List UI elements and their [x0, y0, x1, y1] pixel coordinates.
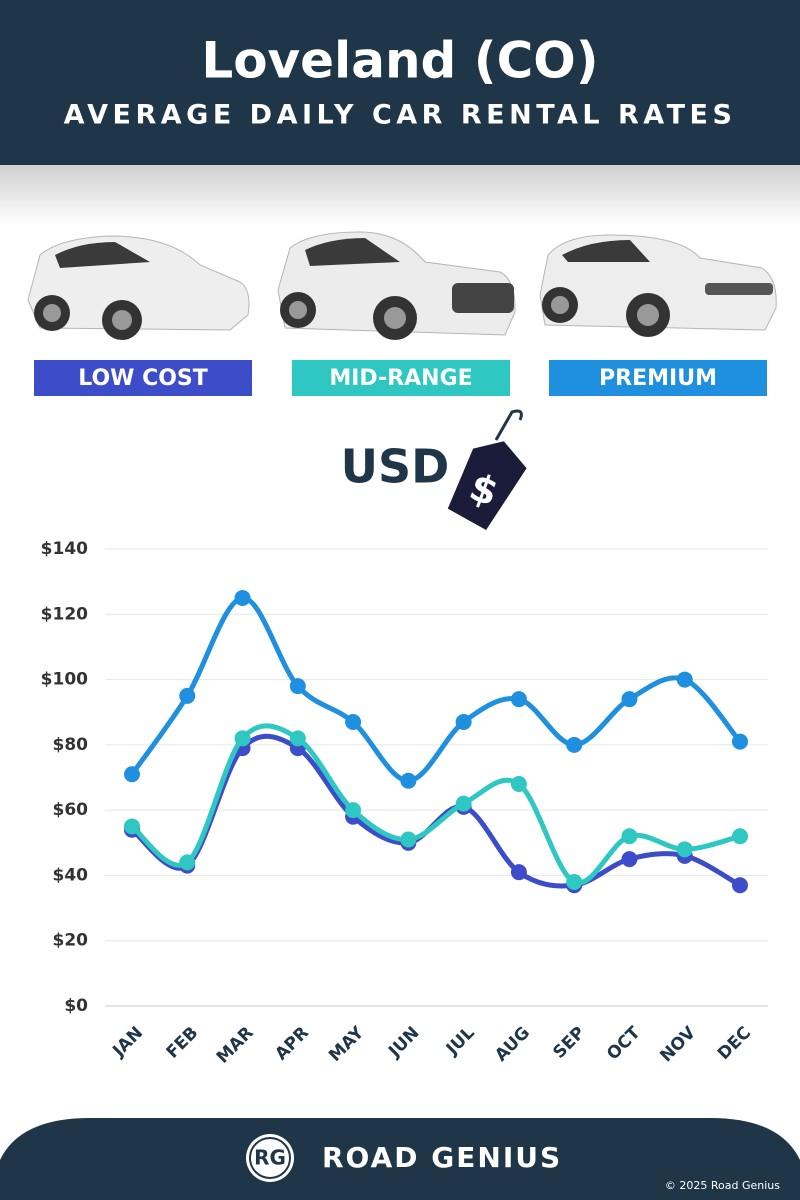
data-point [455, 714, 472, 731]
data-point [510, 776, 527, 793]
logo-ring [249, 1137, 291, 1179]
x-tick-label: MAY [325, 1022, 368, 1065]
data-point [179, 687, 196, 704]
y-tick-label: $0 [64, 996, 88, 1016]
series-line [129, 595, 742, 784]
x-tick-label: DEC [714, 1023, 755, 1064]
car-low [27, 235, 250, 340]
data-point [179, 854, 196, 871]
legend-label: PREMIUM [599, 366, 717, 391]
x-tick-label: SEP [549, 1023, 589, 1063]
y-tick-label: $40 [53, 865, 89, 885]
y-tick-label: $60 [53, 800, 89, 820]
data-point [345, 802, 362, 819]
y-tick-label: $100 [41, 670, 88, 690]
data-point [289, 730, 306, 747]
y-tick-label: $140 [41, 539, 88, 559]
brand-name: ROAD GENIUS [322, 1141, 562, 1174]
logo-badge [246, 1134, 294, 1182]
data-point [510, 864, 527, 881]
data-point [566, 873, 583, 890]
legend-label: MID-RANGE [329, 366, 472, 391]
logo-text: RG [254, 1146, 286, 1170]
data-point [621, 851, 638, 868]
x-tick-label: JAN [108, 1023, 147, 1062]
data-point [400, 831, 417, 848]
x-tick-label: NOV [656, 1022, 700, 1066]
subtitle: AVERAGE DAILY CAR RENTAL RATES [64, 100, 737, 131]
data-point [566, 736, 583, 753]
legend-swatch [549, 360, 767, 396]
car-premium [539, 234, 777, 337]
legend-swatch [34, 360, 252, 396]
data-point [234, 589, 251, 606]
y-tick-label: $120 [41, 604, 88, 624]
price-tag: $ [447, 409, 527, 531]
data-point [732, 733, 748, 750]
x-tick-label: JUL [442, 1023, 479, 1060]
y-tick-label: $80 [53, 735, 89, 755]
plot: LOW COST MID-RANGE PREMIUM $0 $20 $40 $60 $80 $1… [34, 360, 768, 1068]
x-tick-label: APR [271, 1023, 313, 1065]
x-tick-label: OCT [603, 1023, 645, 1065]
data-point [234, 730, 251, 747]
data-point [621, 691, 638, 708]
legend-label: LOW COST [78, 366, 208, 391]
data-point [400, 772, 417, 789]
x-tick-label: AUG [491, 1023, 534, 1066]
car-mid [277, 231, 516, 340]
header [0, 0, 800, 165]
data-point [455, 795, 472, 812]
x-tick-label: FEB [163, 1023, 203, 1063]
title: Loveland (CO) [201, 32, 598, 90]
data-point [732, 828, 748, 845]
legend-swatch [292, 360, 510, 396]
data-point [289, 678, 306, 695]
header-shadow [0, 165, 800, 225]
data-point [676, 841, 693, 858]
currency-label: USD [341, 440, 450, 494]
data-point [124, 818, 140, 835]
series-line [130, 723, 741, 886]
y-tick-label: $20 [53, 931, 89, 951]
footer [0, 1118, 800, 1200]
x-tick-label: JUN [384, 1023, 423, 1062]
data-point [510, 691, 527, 708]
data-point [621, 828, 638, 845]
copyright: © 2025 Road Genius [665, 1179, 780, 1192]
data-point [345, 714, 362, 731]
x-tick-label: MAR [213, 1023, 258, 1068]
data-point [124, 766, 140, 783]
data-point [732, 877, 748, 894]
data-point [676, 671, 693, 688]
